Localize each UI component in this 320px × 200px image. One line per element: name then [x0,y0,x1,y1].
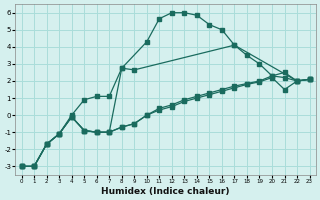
X-axis label: Humidex (Indice chaleur): Humidex (Indice chaleur) [101,187,230,196]
